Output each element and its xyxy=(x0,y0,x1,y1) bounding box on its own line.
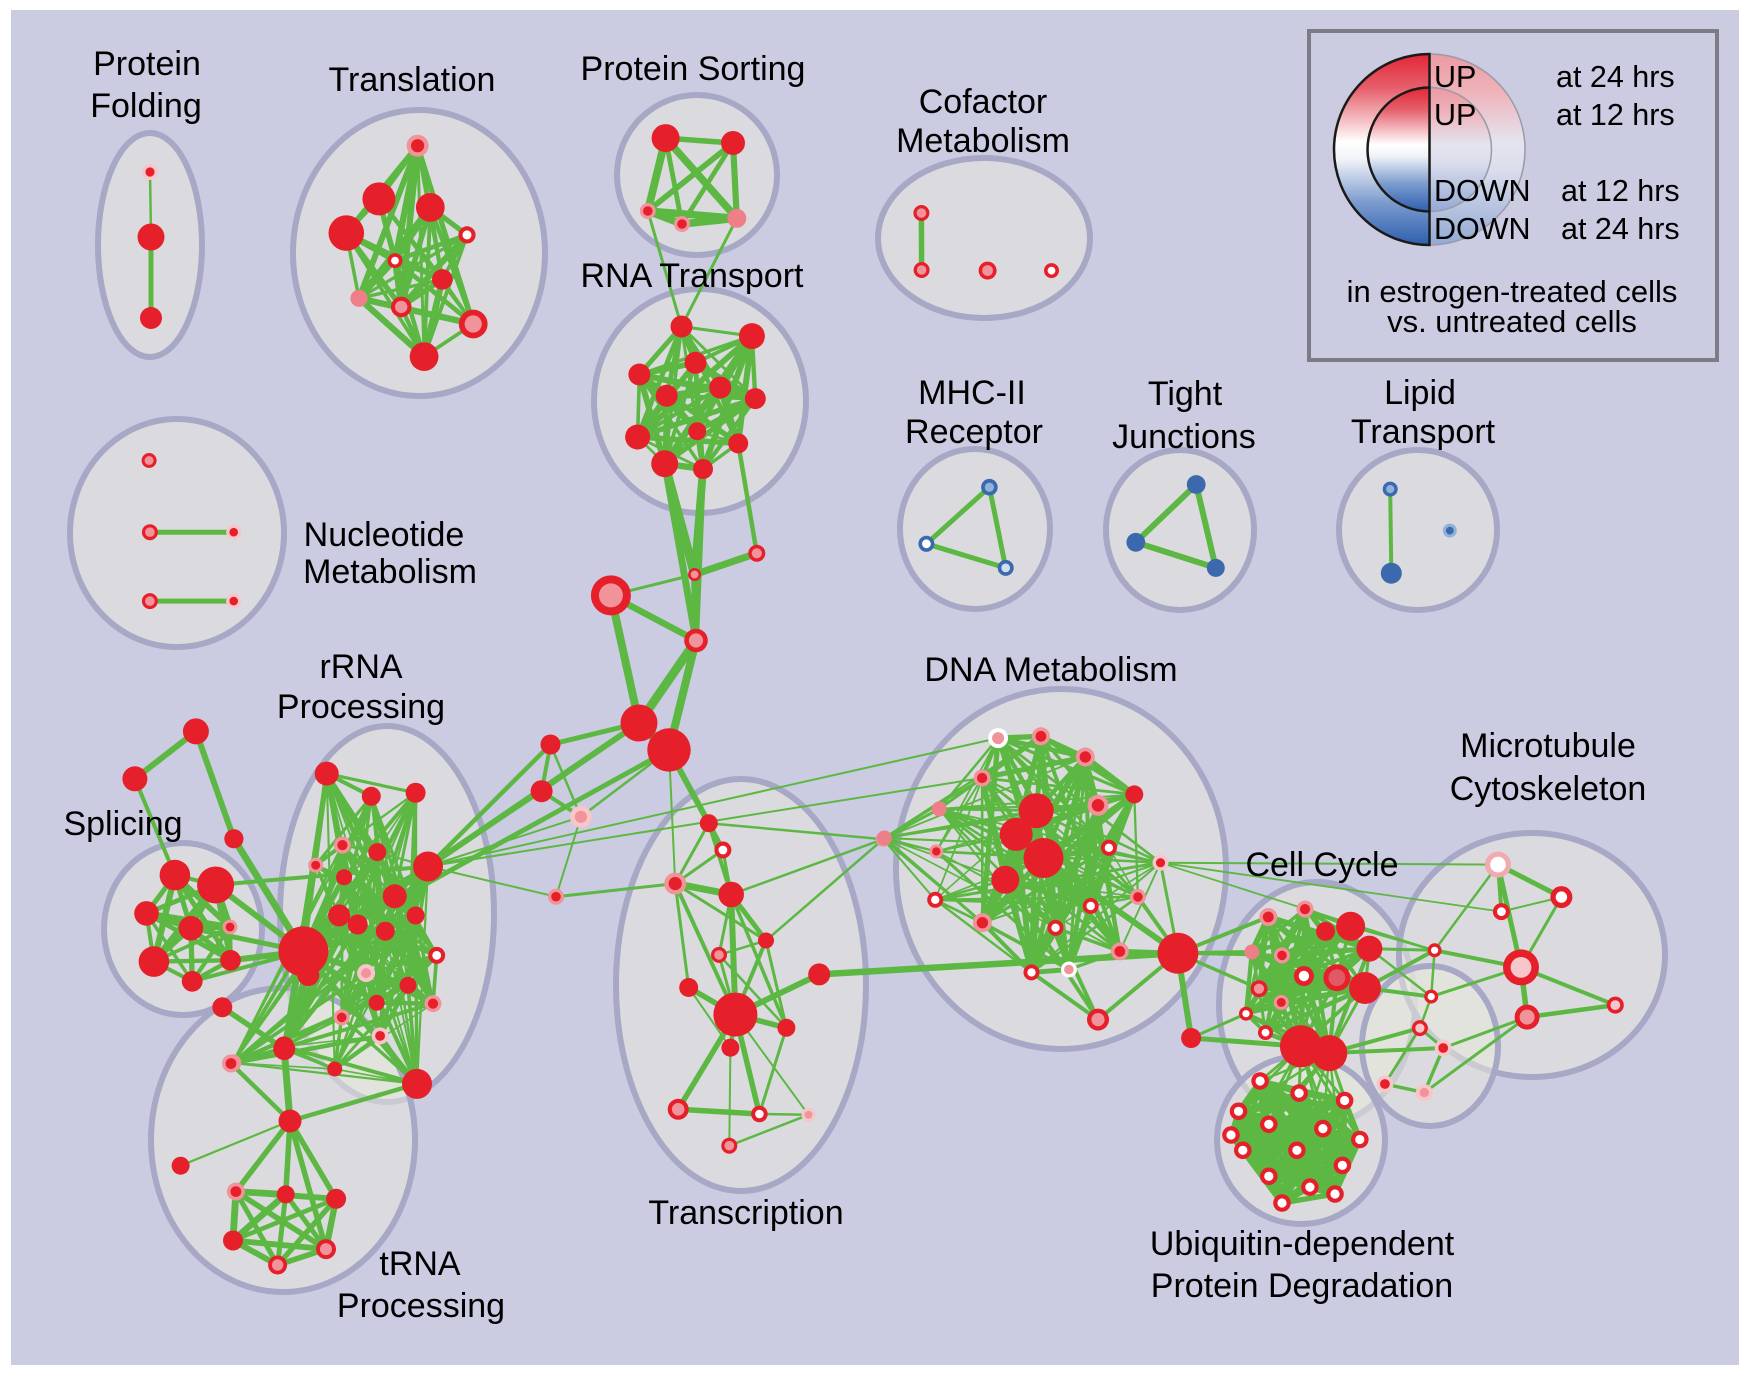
svg-text:vs. untreated cells: vs. untreated cells xyxy=(1387,304,1637,339)
svg-text:UP: UP xyxy=(1434,60,1476,94)
svg-text:at 12 hrs: at 12 hrs xyxy=(1556,98,1675,132)
svg-text:Translation: Translation xyxy=(329,61,496,99)
svg-text:Protein Degradation: Protein Degradation xyxy=(1151,1267,1453,1305)
svg-text:Transcription: Transcription xyxy=(648,1194,843,1232)
svg-text:DOWN: DOWN xyxy=(1434,212,1531,246)
svg-text:Cell Cycle: Cell Cycle xyxy=(1245,846,1398,884)
svg-text:Protein Sorting: Protein Sorting xyxy=(581,50,806,88)
svg-text:Transport: Transport xyxy=(1351,413,1496,451)
svg-text:MHC-II: MHC-II xyxy=(918,374,1026,412)
svg-text:at 24 hrs: at 24 hrs xyxy=(1556,60,1675,94)
svg-text:Metabolism: Metabolism xyxy=(303,553,477,591)
svg-text:Receptor: Receptor xyxy=(905,413,1043,451)
svg-text:at 24 hrs: at 24 hrs xyxy=(1561,212,1680,246)
svg-text:Processing: Processing xyxy=(277,688,445,726)
svg-text:Cofactor: Cofactor xyxy=(919,83,1048,121)
svg-text:DOWN: DOWN xyxy=(1434,174,1531,208)
svg-text:Folding: Folding xyxy=(90,87,202,125)
svg-text:UP: UP xyxy=(1434,98,1476,132)
svg-text:tRNA: tRNA xyxy=(379,1245,461,1283)
svg-text:Ubiquitin-dependent: Ubiquitin-dependent xyxy=(1150,1225,1455,1263)
svg-text:Microtubule: Microtubule xyxy=(1460,727,1636,765)
svg-text:rRNA: rRNA xyxy=(319,648,402,686)
svg-text:Lipid: Lipid xyxy=(1384,374,1456,412)
svg-text:Junctions: Junctions xyxy=(1112,418,1256,456)
svg-text:Nucleotide: Nucleotide xyxy=(304,516,465,554)
svg-text:Protein: Protein xyxy=(93,45,201,83)
svg-text:RNA Transport: RNA Transport xyxy=(581,257,805,295)
svg-text:Processing: Processing xyxy=(337,1287,505,1325)
svg-text:at 12 hrs: at 12 hrs xyxy=(1561,174,1680,208)
svg-text:Metabolism: Metabolism xyxy=(896,122,1070,160)
svg-text:Splicing: Splicing xyxy=(63,805,182,843)
svg-text:DNA Metabolism: DNA Metabolism xyxy=(924,651,1177,689)
svg-text:Cytoskeleton: Cytoskeleton xyxy=(1450,770,1647,808)
svg-text:Tight: Tight xyxy=(1148,375,1223,413)
